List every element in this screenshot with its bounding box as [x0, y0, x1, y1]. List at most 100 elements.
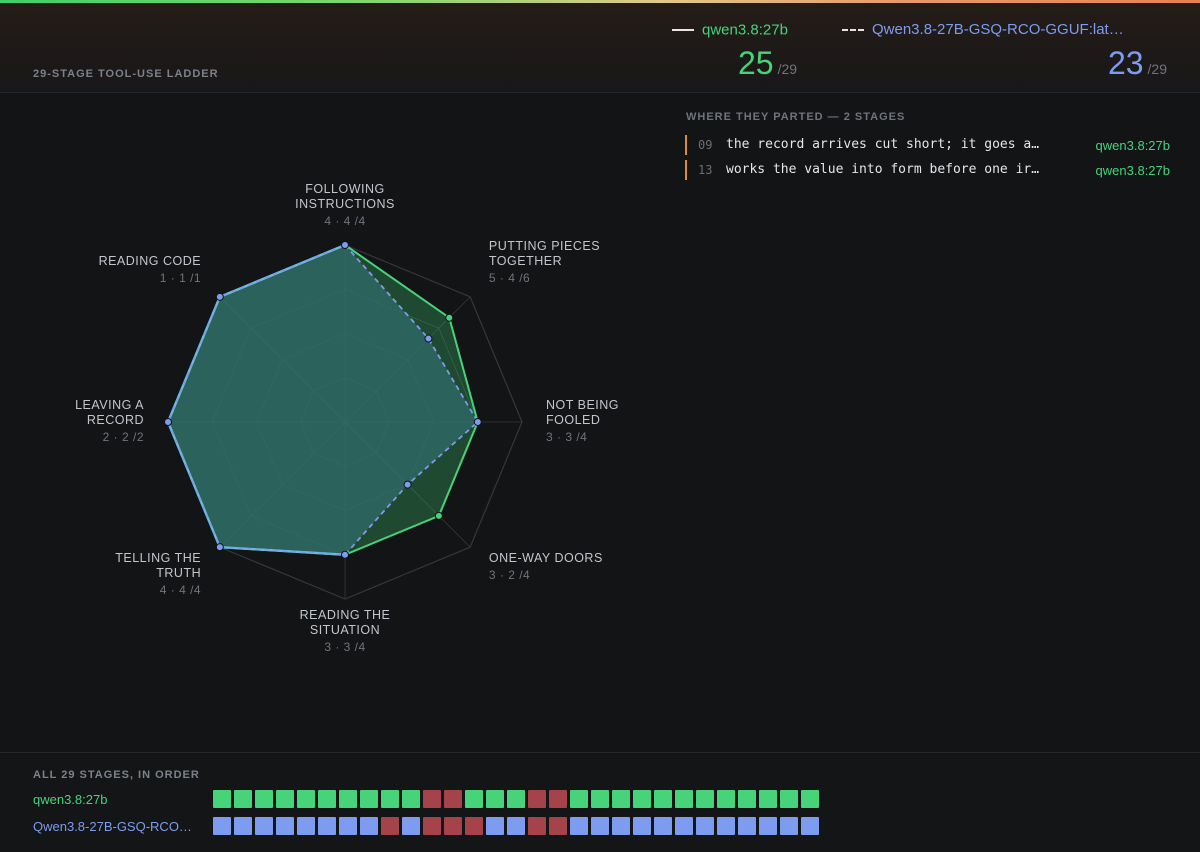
- model-b-summary: Qwen3.8-27B-GSQ-RCO-GGUF:lat… 23/29: [842, 21, 1167, 81]
- stage-cell-model-b[interactable]: [696, 817, 714, 835]
- stage-cell-model-a[interactable]: [654, 790, 672, 808]
- stage-cell-model-a[interactable]: [570, 790, 588, 808]
- strip-label-model-a: qwen3.8:27b: [33, 792, 108, 807]
- stage-cell-model-b[interactable]: [612, 817, 630, 835]
- stage-cell-model-b[interactable]: [738, 817, 756, 835]
- stage-cell-model-a[interactable]: [633, 790, 651, 808]
- stage-cell-model-a[interactable]: [381, 790, 399, 808]
- model-b-score-total: /29: [1147, 61, 1167, 77]
- stage-cell-model-a[interactable]: [759, 790, 777, 808]
- stages-title: ALL 29 STAGES, IN ORDER: [33, 769, 200, 781]
- stage-cell-model-b[interactable]: [591, 817, 609, 835]
- model-b-name: Qwen3.8-27B-GSQ-RCO-GGUF:lat…: [872, 21, 1124, 39]
- stage-cell-model-b[interactable]: [297, 817, 315, 835]
- stage-cell-model-b[interactable]: [402, 817, 420, 835]
- axis-label: ONE-WAY DOORS: [489, 551, 603, 565]
- stage-cell-model-b[interactable]: [465, 817, 483, 835]
- stage-cell-model-a[interactable]: [276, 790, 294, 808]
- stage-cell-model-a[interactable]: [213, 790, 231, 808]
- stage-cell-model-a[interactable]: [444, 790, 462, 808]
- stage-cell-model-a[interactable]: [255, 790, 273, 808]
- stage-cell-model-a[interactable]: [591, 790, 609, 808]
- stage-cell-model-b[interactable]: [360, 817, 378, 835]
- strip-label-model-b: Qwen3.8-27B-GSQ-RCO…: [33, 819, 192, 834]
- header: 29-STAGE TOOL-USE LADDER qwen3.8:27b 25/…: [0, 3, 1200, 93]
- axis-label: TRUTH: [156, 566, 201, 580]
- stage-cell-model-a[interactable]: [318, 790, 336, 808]
- stage-cell-model-b[interactable]: [423, 817, 441, 835]
- model-b-score-value: 23: [1107, 45, 1144, 81]
- axis-label: READING CODE: [99, 254, 202, 268]
- stage-cell-model-b[interactable]: [717, 817, 735, 835]
- stage-cell-model-b[interactable]: [339, 817, 357, 835]
- divergence-stage-number: 09: [698, 138, 713, 152]
- stage-cell-model-a[interactable]: [801, 790, 819, 808]
- stage-cell-model-a[interactable]: [780, 790, 798, 808]
- top-gradient-bar: [0, 0, 1200, 3]
- stage-cell-model-a[interactable]: [675, 790, 693, 808]
- stage-cell-model-a[interactable]: [507, 790, 525, 808]
- axis-label: FOLLOWING: [305, 182, 385, 196]
- divergence-row[interactable]: 09 the record arrives cut short; it goes…: [685, 135, 1170, 155]
- stage-cell-model-b[interactable]: [255, 817, 273, 835]
- series-b-point: [341, 550, 349, 559]
- stage-cell-model-a[interactable]: [486, 790, 504, 808]
- stage-cell-model-b[interactable]: [276, 817, 294, 835]
- stage-cell-model-b[interactable]: [654, 817, 672, 835]
- axis-label: PUTTING PIECES: [489, 239, 600, 253]
- stage-cell-model-b[interactable]: [486, 817, 504, 835]
- stage-cell-model-b[interactable]: [780, 817, 798, 835]
- axis-label: FOOLED: [546, 413, 600, 427]
- stage-cell-model-b[interactable]: [234, 817, 252, 835]
- stage-cell-model-b[interactable]: [213, 817, 231, 835]
- stage-cell-model-a[interactable]: [402, 790, 420, 808]
- axis-score: 3 · 3 /4: [324, 640, 365, 654]
- stage-cell-model-a[interactable]: [612, 790, 630, 808]
- stage-cell-model-a[interactable]: [549, 790, 567, 808]
- stage-cell-model-a[interactable]: [360, 790, 378, 808]
- stage-cell-model-a[interactable]: [234, 790, 252, 808]
- series-b-point: [215, 292, 224, 301]
- stage-cell-model-b[interactable]: [528, 817, 546, 835]
- series-b-point: [424, 334, 433, 343]
- stage-cell-model-b[interactable]: [507, 817, 525, 835]
- axis-score: 4 · 4 /4: [160, 583, 201, 597]
- stage-cell-model-a[interactable]: [297, 790, 315, 808]
- parted-title: WHERE THEY PARTED — 2 STAGES: [686, 111, 906, 123]
- stage-cell-model-a[interactable]: [717, 790, 735, 808]
- stage-cell-model-a[interactable]: [339, 790, 357, 808]
- stage-cell-model-b[interactable]: [633, 817, 651, 835]
- model-a-score-total: /29: [777, 61, 798, 77]
- stage-cell-model-b[interactable]: [801, 817, 819, 835]
- axis-score: 1 · 1 /1: [160, 271, 201, 285]
- stage-cell-model-b[interactable]: [675, 817, 693, 835]
- axis-label: TELLING THE: [115, 551, 201, 565]
- axis-label: LEAVING A: [75, 398, 144, 412]
- stage-cell-model-a[interactable]: [465, 790, 483, 808]
- stage-cell-model-b[interactable]: [381, 817, 399, 835]
- axis-label: INSTRUCTIONS: [295, 197, 395, 211]
- stage-cell-model-b[interactable]: [549, 817, 567, 835]
- series-b-area: [168, 245, 478, 555]
- stage-cell-model-a[interactable]: [423, 790, 441, 808]
- axis-label: NOT BEING: [546, 398, 619, 412]
- series-b-point: [341, 241, 349, 249]
- stage-cell-model-a[interactable]: [696, 790, 714, 808]
- stage-cell-model-a[interactable]: [528, 790, 546, 808]
- stage-cell-model-a[interactable]: [738, 790, 756, 808]
- stage-cell-model-b[interactable]: [759, 817, 777, 835]
- series-a-point: [445, 313, 454, 322]
- stage-cell-model-b[interactable]: [444, 817, 462, 835]
- divergence-row[interactable]: 13 works the value into form before one …: [685, 160, 1170, 180]
- series-a-point: [434, 511, 443, 520]
- axis-label: TOGETHER: [489, 254, 562, 268]
- axis-label: RECORD: [87, 413, 144, 427]
- stage-cell-model-b[interactable]: [318, 817, 336, 835]
- series-b-point: [215, 543, 224, 552]
- divergence-winner: qwen3.8:27b: [1095, 163, 1170, 178]
- axis-score: 2 · 2 /2: [103, 430, 144, 444]
- stage-cell-model-b[interactable]: [570, 817, 588, 835]
- series-b-point: [473, 418, 482, 426]
- axis-score: 5 · 4 /6: [489, 271, 530, 285]
